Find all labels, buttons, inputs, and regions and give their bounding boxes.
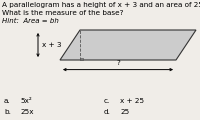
Text: ?: ? (116, 60, 120, 66)
Polygon shape (60, 30, 196, 60)
Text: c.: c. (104, 98, 110, 104)
Text: d.: d. (104, 109, 111, 115)
Text: Hint:  Area = bh: Hint: Area = bh (2, 18, 59, 24)
Text: 25x: 25x (20, 109, 34, 115)
Text: 25: 25 (120, 109, 129, 115)
Text: a.: a. (4, 98, 11, 104)
Text: A parallelogram has a height of x + 3 and an area of 25x² + 75x.: A parallelogram has a height of x + 3 an… (2, 1, 200, 8)
Text: x + 25: x + 25 (120, 98, 144, 104)
Text: x + 3: x + 3 (42, 42, 62, 48)
Text: b.: b. (4, 109, 11, 115)
Text: What is the measure of the base?: What is the measure of the base? (2, 10, 124, 16)
Text: 5x²: 5x² (20, 98, 32, 104)
